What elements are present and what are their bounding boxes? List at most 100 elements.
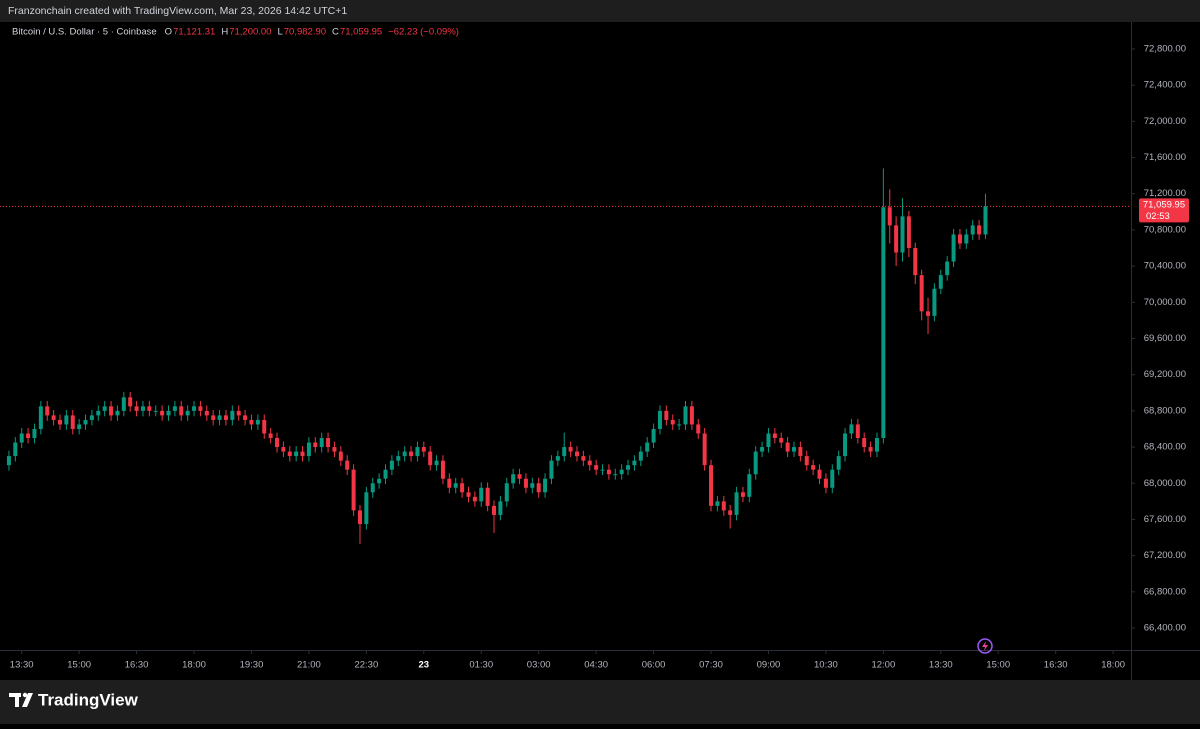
candle-body: [211, 415, 216, 420]
candle-body: [709, 465, 714, 506]
candle-body: [77, 424, 82, 429]
x-tick-label: 06:00: [642, 660, 666, 671]
x-tick-label: 19:30: [240, 660, 264, 671]
candle-body: [440, 460, 445, 479]
candle-body: [453, 483, 458, 488]
x-tick-label: 15:00: [67, 660, 91, 671]
candle-body: [377, 478, 382, 484]
candle-body: [613, 474, 618, 476]
candle-body: [728, 510, 733, 515]
candle-body: [51, 415, 56, 420]
candle-body: [926, 311, 931, 316]
candle-body: [677, 424, 682, 426]
candle-body: [485, 487, 490, 506]
candle-body: [913, 248, 918, 276]
candle-body: [900, 216, 905, 253]
candle-body: [702, 433, 707, 466]
candle-body: [128, 397, 133, 407]
candle-body: [179, 406, 184, 416]
candle-body: [115, 410, 120, 416]
candle-body: [779, 438, 784, 443]
candle-body: [785, 442, 790, 452]
candle-body: [472, 496, 477, 502]
candle-body: [836, 456, 841, 470]
candle-body: [185, 410, 190, 416]
candle-body: [843, 433, 848, 457]
candle-body: [817, 469, 822, 479]
candle-body: [530, 483, 535, 488]
legend-key: O: [165, 27, 172, 38]
header-bar: [0, 0, 1200, 22]
candle-body: [326, 438, 331, 448]
candle-body: [511, 474, 516, 484]
x-tick-label: 04:30: [584, 660, 608, 671]
candle-body: [479, 487, 484, 502]
brand-logo: [9, 692, 33, 707]
candle-body: [791, 447, 796, 452]
candle-body: [772, 433, 777, 439]
candle-body: [332, 447, 337, 452]
y-tick-label: 71,200.00: [1144, 188, 1186, 199]
candle-body: [562, 447, 567, 457]
candle-body: [594, 465, 599, 470]
candle-body: [919, 275, 924, 312]
candle-body: [415, 447, 420, 457]
candle-body: [26, 433, 31, 439]
candle-body: [370, 483, 375, 493]
candle-body: [874, 438, 879, 452]
candle-body: [798, 447, 803, 457]
legend-value: 70,982.90: [284, 27, 326, 38]
candle-body: [198, 406, 203, 411]
candle-body: [715, 501, 720, 506]
candle-body: [249, 419, 254, 425]
legend-key: H: [221, 27, 228, 38]
y-tick-label: 72,000.00: [1144, 116, 1186, 127]
x-tick-label: 09:00: [757, 660, 781, 671]
candle-body: [6, 456, 11, 466]
candle-body: [983, 206, 988, 235]
candle-body: [96, 410, 101, 416]
legend-symbol: Bitcoin / U.S. Dollar · 5 · Coinbase: [12, 27, 157, 38]
candle-body: [13, 442, 18, 457]
x-tick-label: 15:00: [986, 660, 1010, 671]
y-tick-label: 67,600.00: [1144, 514, 1186, 525]
candle-body: [804, 456, 809, 466]
candle-body: [434, 460, 439, 466]
candle-body: [268, 433, 273, 439]
candle-body: [313, 442, 318, 448]
candle-body: [932, 288, 937, 316]
candle-body: [568, 447, 573, 452]
candle-body: [294, 451, 299, 457]
candle-body: [255, 419, 260, 425]
y-tick-label: 71,600.00: [1144, 152, 1186, 163]
candle-body: [645, 442, 650, 452]
y-tick-label: 70,400.00: [1144, 261, 1186, 272]
x-tick-label: 07:30: [699, 660, 723, 671]
candle-body: [657, 410, 662, 429]
x-tick-label: 23: [419, 660, 430, 671]
candle-body: [109, 406, 114, 416]
candle-body: [830, 469, 835, 488]
candle-body: [217, 415, 222, 420]
candle-body: [89, 415, 94, 420]
candle-body: [45, 406, 50, 416]
candle-body: [447, 478, 452, 488]
y-tick-label: 66,400.00: [1144, 623, 1186, 634]
candle-body: [906, 216, 911, 249]
candle-body: [160, 410, 165, 416]
candle-body: [581, 456, 586, 461]
candle-body: [192, 406, 197, 411]
candle-body: [632, 460, 637, 466]
candle-body: [281, 447, 286, 452]
candle-body: [364, 492, 369, 524]
y-tick-label: 67,200.00: [1144, 550, 1186, 561]
candle-body: [287, 451, 292, 457]
candle-body: [683, 406, 688, 425]
candle-body: [523, 478, 528, 488]
candle-body: [396, 456, 401, 461]
y-tick-label: 69,200.00: [1144, 369, 1186, 380]
candle-body: [460, 483, 465, 493]
brand-name: TradingView: [38, 690, 139, 709]
candle-body: [977, 225, 982, 235]
